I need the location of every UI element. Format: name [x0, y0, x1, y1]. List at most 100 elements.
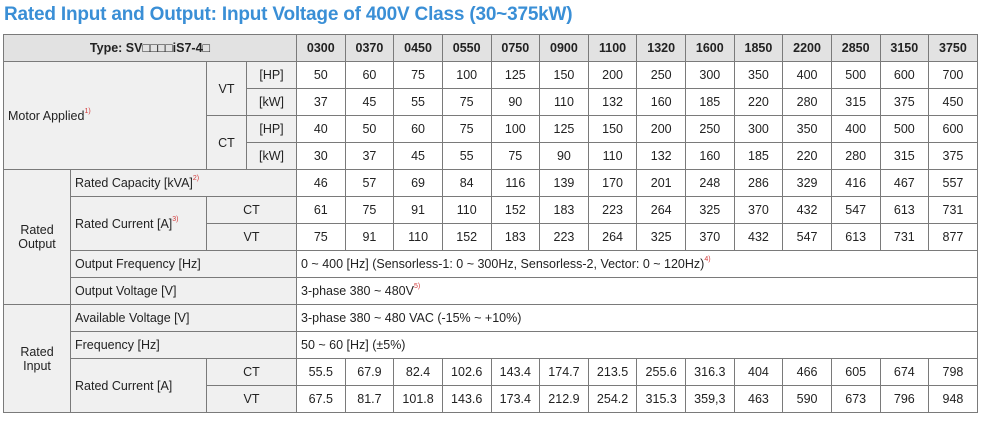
value-cell: 75 — [344, 196, 395, 224]
motor-applied-label: Motor Applied1) — [3, 61, 207, 170]
value-cell: 605 — [830, 358, 881, 386]
value-cell: 404 — [733, 358, 784, 386]
value-cell: 61 — [296, 196, 346, 224]
value-cell: 183 — [539, 196, 589, 224]
model-header: 0450 — [393, 34, 443, 62]
value-cell: 110 — [539, 88, 589, 116]
value-cell: 264 — [636, 196, 686, 224]
value-cell: 547 — [782, 223, 832, 251]
value-cell: 248 — [685, 169, 735, 197]
value-cell: 82.4 — [393, 358, 443, 386]
output-current-label-text: Rated Current [A] — [75, 216, 173, 231]
value-cell: 250 — [636, 61, 686, 89]
value-cell: 55.5 — [296, 358, 346, 386]
value-cell: 613 — [879, 196, 930, 224]
value-cell: 139 — [539, 169, 589, 197]
value-cell: 359,3 — [685, 385, 735, 413]
value-cell: 201 — [636, 169, 686, 197]
value-cell: 160 — [636, 88, 686, 116]
rated-output-label-line2: Output — [18, 237, 56, 251]
footnote-mark: 2) — [192, 175, 200, 182]
value-cell: 286 — [733, 169, 784, 197]
value-cell: 796 — [879, 385, 930, 413]
value-cell: 60 — [393, 115, 443, 143]
ct-label: CT — [206, 196, 297, 224]
page-title: Rated Input and Output: Input Voltage of… — [4, 4, 573, 25]
value-cell: 600 — [928, 115, 978, 143]
value-cell: 132 — [587, 88, 638, 116]
header-row: Type: SV□□□□iS7-4□ 0300 0370 0450 0550 0750 0… — [3, 34, 978, 62]
ct-label: CT — [206, 358, 297, 386]
input-frequency-value: 50 ~ 60 [Hz] (±5%) — [296, 331, 978, 359]
value-cell: 375 — [879, 88, 930, 116]
input-frequency-row: Frequency [Hz] 50 ~ 60 [Hz] (±5%) — [4, 331, 978, 359]
value-cell: 731 — [928, 196, 978, 224]
value-cell: 143.6 — [441, 385, 492, 413]
available-voltage-label: Available Voltage [V] — [70, 304, 297, 332]
value-cell: 255.6 — [636, 358, 686, 386]
motor-ct-kw-row: [kW] 30 37 45 55 75 90 110 132 160 185 220 280 315 375 — [4, 142, 978, 170]
output-current-label: Rated Current [A]3) — [70, 196, 207, 251]
value-cell: 46 — [296, 169, 346, 197]
model-header: 0550 — [441, 34, 492, 62]
motor-vt-hp-row: Motor Applied1) VT [HP] 50 60 75 100 125 150 200 2… — [3, 61, 978, 170]
output-current-ct-row: Rated Current [A]3) CT 61 75 91 110 152 183 223 2… — [4, 196, 978, 251]
value-cell: 700 — [928, 61, 978, 89]
output-frequency-value-text: 0 ~ 400 [Hz] (Sensorless-1: 0 ~ 300Hz, S… — [301, 257, 705, 271]
value-cell: 416 — [830, 169, 881, 197]
value-cell: 69 — [393, 169, 443, 197]
value-cell: 798 — [928, 358, 978, 386]
value-cell: 250 — [685, 115, 735, 143]
output-current-vt-row: VT 75 91 110 152 183 223 264 325 370 432 547 613 731 8… — [4, 223, 978, 251]
input-frequency-label-text: Frequency [Hz] — [75, 338, 160, 352]
input-frequency-label: Frequency [Hz] — [70, 331, 297, 359]
footnote-mark: 3) — [172, 215, 179, 223]
value-cell: 67.5 — [296, 385, 346, 413]
value-cell: 45 — [393, 142, 443, 170]
value-cell: 212.9 — [539, 385, 589, 413]
value-cell: 81.7 — [344, 385, 395, 413]
value-cell: 432 — [733, 223, 784, 251]
vt-label: VT — [206, 223, 297, 251]
rating-table: Type: SV□□□□iS7-4□ 0300 0370 0450 0550 0750 0… — [3, 34, 978, 413]
model-header: 3150 — [879, 34, 930, 62]
value-cell: 280 — [782, 88, 832, 116]
value-cell: 350 — [733, 61, 784, 89]
value-cell: 731 — [879, 223, 930, 251]
value-cell: 432 — [782, 196, 832, 224]
value-cell: 948 — [928, 385, 978, 413]
input-current-vt-row: VT 67.5 81.7 101.8 143.6 173.4 212.9 254.2 315.3… — [4, 385, 978, 413]
output-voltage-value-text: 3-phase 380 ~ 480V — [301, 284, 414, 298]
value-cell: 300 — [733, 115, 784, 143]
value-cell: 37 — [296, 88, 346, 116]
footnote-mark: 5) — [413, 283, 421, 290]
value-cell: 91 — [344, 223, 395, 251]
value-cell: 173.4 — [490, 385, 541, 413]
rated-capacity-row: Rated Output Rated Capacity [kVA]2) 46 57 69 8… — [3, 169, 978, 305]
value-cell: 75 — [441, 88, 492, 116]
rated-input-label: Rated Input — [3, 304, 71, 413]
value-cell: 674 — [879, 358, 930, 386]
value-cell: 185 — [733, 142, 784, 170]
rated-output-label-line1: Rated — [20, 223, 54, 237]
value-cell: 174.7 — [539, 358, 589, 386]
value-cell: 467 — [879, 169, 930, 197]
value-cell: 110 — [587, 142, 638, 170]
model-header: 2200 — [782, 34, 832, 62]
motor-vt-kw-row: [kW] 37 45 55 75 90 110 132 160 185 220 280 315 375 45… — [4, 88, 978, 116]
value-cell: 75 — [296, 223, 346, 251]
rated-input-label-line1: Rated — [20, 344, 54, 359]
value-cell: 547 — [830, 196, 881, 224]
value-cell: 325 — [636, 223, 686, 251]
value-cell: 375 — [928, 142, 978, 170]
value-cell: 60 — [344, 61, 395, 89]
value-cell: 280 — [830, 142, 881, 170]
output-voltage-label-text: Output Voltage [V] — [75, 284, 177, 298]
unit-kw: [kW] — [246, 142, 297, 170]
value-cell: 75 — [393, 61, 443, 89]
value-cell: 90 — [539, 142, 589, 170]
rated-input-label-line2: Input — [23, 358, 51, 373]
value-cell: 90 — [490, 88, 541, 116]
model-header: 1600 — [685, 34, 735, 62]
value-cell: 223 — [587, 196, 638, 224]
